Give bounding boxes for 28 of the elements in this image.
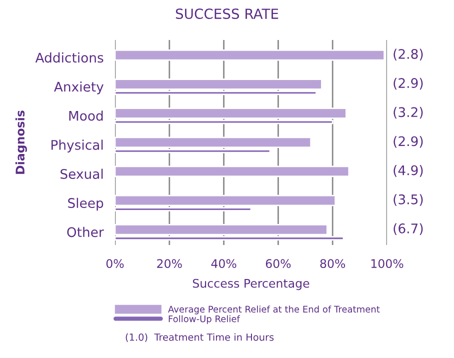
text: (3.2) <box>394 106 423 119</box>
y-tick-label: Anxiety <box>54 82 104 94</box>
y-tick-label: Sleep <box>68 198 104 211</box>
x-tick-label: 20% <box>157 259 182 268</box>
bar <box>115 166 350 178</box>
y-tick-label: Physical <box>52 140 103 152</box>
x-tick-label: 40% <box>211 259 236 268</box>
y-axis-title: Diagnosis <box>15 110 27 174</box>
x-tick-label: 80% <box>320 259 346 268</box>
x-tick-label: 60% <box>266 259 291 268</box>
text: (3.5) <box>394 194 423 206</box>
x-axis-title: Success Percentage <box>192 278 310 290</box>
y-tick-label: Addictions <box>35 52 104 63</box>
legend-label: Follow-Up Relief <box>168 315 240 324</box>
x-tick-label: 0% <box>106 259 124 268</box>
y-tick-label: Sexual <box>60 168 103 179</box>
text: (2.9) <box>394 136 423 148</box>
chart-title: SUCCESS RATE <box>176 8 278 20</box>
text: (2.8) <box>394 48 423 60</box>
y-tick-label: Mood <box>69 110 103 121</box>
y-tick-label: Other <box>67 226 104 238</box>
x-tick-label: 100% <box>371 259 404 268</box>
bar <box>115 49 385 61</box>
text: (6.7) <box>394 223 423 235</box>
text: (1.0) Treatment Time in Hours <box>126 333 274 342</box>
legend-label: Average Percent Relief at the End of Treatment <box>168 306 380 314</box>
text: (4.9) <box>394 165 423 177</box>
text: (2.9) <box>394 78 423 90</box>
